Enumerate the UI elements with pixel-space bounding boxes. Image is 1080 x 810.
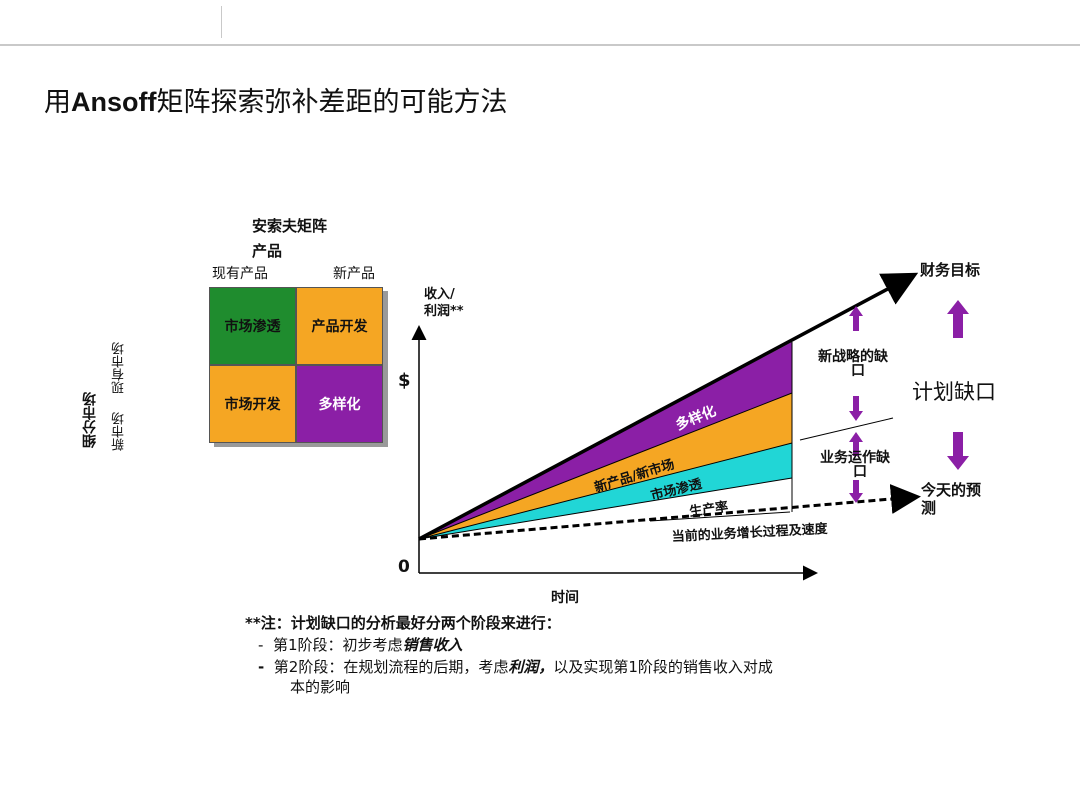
matrix-cell-product-development: 产品开发 xyxy=(296,287,383,365)
dollar-label: $ xyxy=(398,370,411,391)
band-divider xyxy=(418,442,793,540)
arrow-up-icon xyxy=(849,306,863,331)
note-item-1: - 第1阶段：初步考虑销售收入 xyxy=(258,636,463,654)
forecast-line xyxy=(418,484,921,541)
matrix-col-new: 新产品 xyxy=(333,266,375,282)
x-axis-label: 时间 xyxy=(551,590,579,606)
gap-divider xyxy=(799,417,894,441)
current-growth-label: 当前的业务增长过程及速度 xyxy=(671,521,829,545)
arrow-down-large-icon xyxy=(947,432,969,470)
matrix-col-existing: 现有产品 xyxy=(212,266,268,282)
header-rule xyxy=(0,44,1080,46)
note-item-2-continued: 本的影响 xyxy=(290,678,351,696)
productivity-bottom-line xyxy=(649,511,791,522)
target-label: 财务目标 xyxy=(920,261,981,279)
gap-arrows xyxy=(849,300,969,503)
band-divider xyxy=(418,392,793,540)
gap-operations-label: 业务运作缺口 xyxy=(820,450,890,480)
band-divider xyxy=(418,477,793,540)
arrow-down-icon xyxy=(849,396,863,421)
note-heading: **注：计划缺口的分析最好分两个阶段来进行： xyxy=(245,614,561,632)
y-axis-label: 收入/利润** xyxy=(424,287,464,319)
origin-zero-label: 0 xyxy=(398,557,410,577)
matrix-cell-market-penetration: 市场渗透 xyxy=(209,287,296,365)
gap-new-strategy-label: 新战略的缺口 xyxy=(818,349,888,379)
planning-gap-label: 计划缺口 xyxy=(912,380,996,404)
band-label-productivity: 生产率 xyxy=(688,499,729,520)
forecast-label: 今天的预测 xyxy=(921,481,982,517)
arrow-up-icon xyxy=(849,432,863,456)
target-line xyxy=(418,272,919,541)
matrix-title: 安索夫矩阵 xyxy=(252,217,328,235)
arrow-up-large-icon xyxy=(947,300,969,338)
arrow-down-icon xyxy=(849,480,863,503)
matrix-cell-market-development: 市场开发 xyxy=(209,365,296,443)
header-separator xyxy=(221,6,222,38)
page-title: 用Ansoff矩阵探索弥补差距的可能方法 xyxy=(44,87,508,118)
note-item-2: - 第2阶段：在规划流程的后期，考虑利润，以及实现第1阶段的销售收入对成 xyxy=(258,658,773,676)
matrix-axis-product: 产品 xyxy=(252,242,283,260)
matrix-cell-diversification: 多样化 xyxy=(296,365,383,443)
